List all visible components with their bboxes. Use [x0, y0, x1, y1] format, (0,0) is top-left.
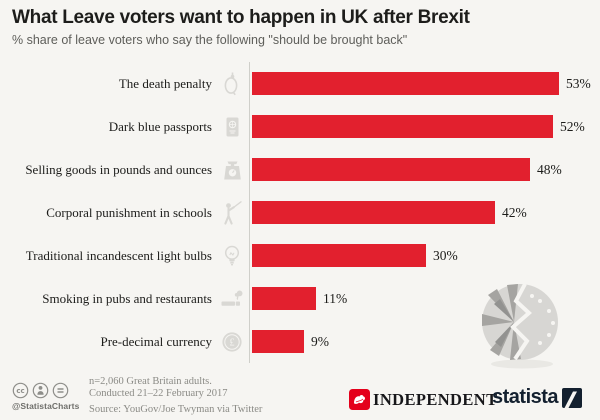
cc-icon: cc — [12, 382, 29, 399]
bar-track: 53% — [249, 62, 600, 105]
bar-category-label: Selling goods in pounds and ounces — [25, 161, 212, 177]
cane-icon — [220, 201, 244, 225]
passport-icon — [220, 115, 244, 139]
bar-row: Dark blue passports 52% — [0, 105, 600, 148]
bar-category-label: Corporal punishment in schools — [46, 204, 212, 220]
independent-eagle-icon — [349, 389, 370, 410]
footnotes: n=2,060 Great Britain adults. Conducted … — [89, 376, 262, 416]
bar-row: Selling goods in pounds and ounces 48% — [0, 148, 600, 191]
bar-row: Traditional incandescent light bulbs 30% — [0, 234, 600, 277]
bar-chart: The death penalty 53% Dark blue passport… — [0, 62, 600, 363]
statista-handle: @StatistaCharts — [12, 401, 80, 411]
bar-row: Corporal punishment in schools 42% — [0, 191, 600, 234]
bar-row: Pre-decimal currency 9% — [0, 320, 600, 363]
statista-mark-icon — [562, 387, 583, 408]
source-note: Source: YouGov/Joe Twyman via Twitter — [89, 404, 263, 415]
coin-icon — [220, 330, 244, 354]
independent-logo: INDEPENDENT — [349, 389, 498, 410]
bar-track: 48% — [249, 148, 600, 191]
bar-value-label: 48% — [537, 161, 562, 177]
nd-icon — [52, 382, 69, 399]
bar-value-label: 42% — [502, 204, 527, 220]
bar — [252, 244, 426, 267]
bar-track: 11% — [249, 277, 600, 320]
bar-track: 9% — [249, 320, 600, 363]
bar-category-label: Pre-decimal currency — [100, 333, 212, 349]
bar — [252, 287, 316, 310]
statista-wordmark: statista — [492, 386, 559, 408]
bar-category-label: Dark blue passports — [108, 118, 212, 134]
bar-category-label: Traditional incandescent light bulbs — [25, 247, 212, 263]
chart-subtitle: % share of leave voters who say the foll… — [12, 33, 408, 47]
bar-row: Smoking in pubs and restaurants 11% — [0, 277, 600, 320]
cigarette-icon — [220, 287, 244, 311]
bar-track: 30% — [249, 234, 600, 277]
bar-category-label: Smoking in pubs and restaurants — [42, 290, 212, 306]
license-block: cc @StatistaCharts — [12, 382, 87, 411]
bar-value-label: 52% — [560, 118, 585, 134]
bar-row: The death penalty 53% — [0, 62, 600, 105]
cc-license-badges: cc — [12, 382, 87, 399]
independent-wordmark: INDEPENDENT — [373, 389, 498, 409]
bar-value-label: 30% — [433, 247, 458, 263]
by-icon — [32, 382, 49, 399]
bar-value-label: 9% — [311, 333, 329, 349]
bar — [252, 330, 304, 353]
bar-track: 42% — [249, 191, 600, 234]
chart-title: What Leave voters want to happen in UK a… — [12, 7, 470, 28]
sample-note: n=2,060 Great Britain adults. — [89, 376, 212, 387]
scale-icon — [220, 158, 244, 182]
bar — [252, 201, 495, 224]
bar-category-label: The death penalty — [118, 75, 212, 91]
statista-logo: statista — [492, 386, 583, 409]
noose-icon — [220, 72, 244, 96]
bar-value-label: 11% — [323, 290, 348, 306]
svg-text:cc: cc — [16, 387, 24, 395]
conducted-note: Conducted 21–22 February 2017 — [89, 388, 228, 399]
bar — [252, 72, 559, 95]
bar — [252, 158, 530, 181]
brexit-globe-graphic — [482, 283, 558, 369]
bar — [252, 115, 553, 138]
bulb-icon — [220, 244, 244, 268]
bar-track: 52% — [249, 105, 600, 148]
bar-value-label: 53% — [566, 75, 591, 91]
